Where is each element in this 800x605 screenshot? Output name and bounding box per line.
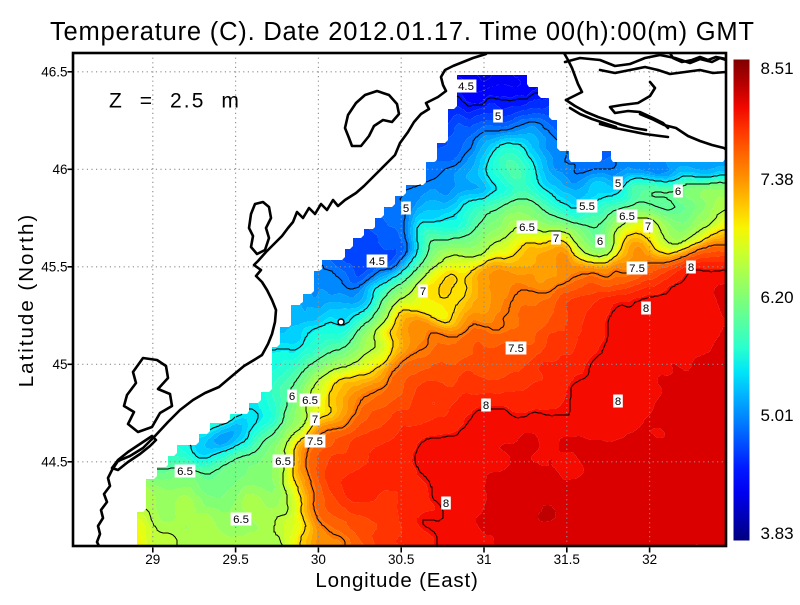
svg-text:6.20: 6.20 <box>761 288 794 307</box>
svg-text:7: 7 <box>420 286 426 298</box>
svg-text:6.5: 6.5 <box>275 456 291 468</box>
svg-text:3.83: 3.83 <box>761 524 794 543</box>
svg-text:Latitude (North): Latitude (North) <box>15 213 38 387</box>
svg-text:4.5: 4.5 <box>369 256 385 268</box>
svg-text:30: 30 <box>311 552 326 567</box>
svg-text:30.5: 30.5 <box>388 552 414 567</box>
svg-text:4.5: 4.5 <box>458 81 474 93</box>
svg-text:8.51: 8.51 <box>761 59 794 78</box>
svg-text:45: 45 <box>52 357 67 372</box>
svg-text:6: 6 <box>675 186 681 198</box>
svg-text:8: 8 <box>643 303 649 315</box>
svg-text:8: 8 <box>688 262 694 274</box>
svg-text:6: 6 <box>289 391 295 403</box>
svg-text:6.5: 6.5 <box>177 466 193 478</box>
svg-text:29: 29 <box>145 552 160 567</box>
svg-text:6: 6 <box>597 236 603 248</box>
svg-text:8: 8 <box>615 396 621 408</box>
svg-text:5.01: 5.01 <box>761 406 794 425</box>
svg-text:5.5: 5.5 <box>579 201 595 213</box>
svg-text:7.5: 7.5 <box>307 436 323 448</box>
svg-text:6.5: 6.5 <box>302 395 318 407</box>
svg-text:7: 7 <box>312 414 318 426</box>
svg-text:46: 46 <box>52 162 67 177</box>
svg-text:44.5: 44.5 <box>41 454 67 469</box>
svg-text:6.5: 6.5 <box>619 211 635 223</box>
svg-text:46.5: 46.5 <box>41 64 67 79</box>
svg-text:7: 7 <box>645 221 651 233</box>
svg-text:Z = 2.5 m: Z = 2.5 m <box>109 90 241 113</box>
svg-text:Temperature (C). Date 2012.01.: Temperature (C). Date 2012.01.17. Time 0… <box>50 18 754 46</box>
svg-text:29.5: 29.5 <box>222 552 248 567</box>
svg-text:Longitude (East): Longitude (East) <box>315 569 478 592</box>
svg-text:7.38: 7.38 <box>761 170 794 189</box>
svg-text:7: 7 <box>553 233 559 245</box>
svg-text:5: 5 <box>495 111 501 123</box>
svg-text:5: 5 <box>615 178 621 190</box>
svg-text:31.5: 31.5 <box>554 552 580 567</box>
svg-text:7.5: 7.5 <box>629 263 645 275</box>
svg-text:6.5: 6.5 <box>519 222 535 234</box>
svg-text:7.5: 7.5 <box>508 343 524 355</box>
svg-text:45.5: 45.5 <box>41 259 67 274</box>
svg-text:5: 5 <box>403 203 409 215</box>
svg-text:31: 31 <box>476 552 491 567</box>
svg-text:8: 8 <box>483 400 489 412</box>
svg-text:8: 8 <box>443 498 449 510</box>
svg-text:32: 32 <box>642 552 657 567</box>
svg-text:6.5: 6.5 <box>233 514 249 526</box>
